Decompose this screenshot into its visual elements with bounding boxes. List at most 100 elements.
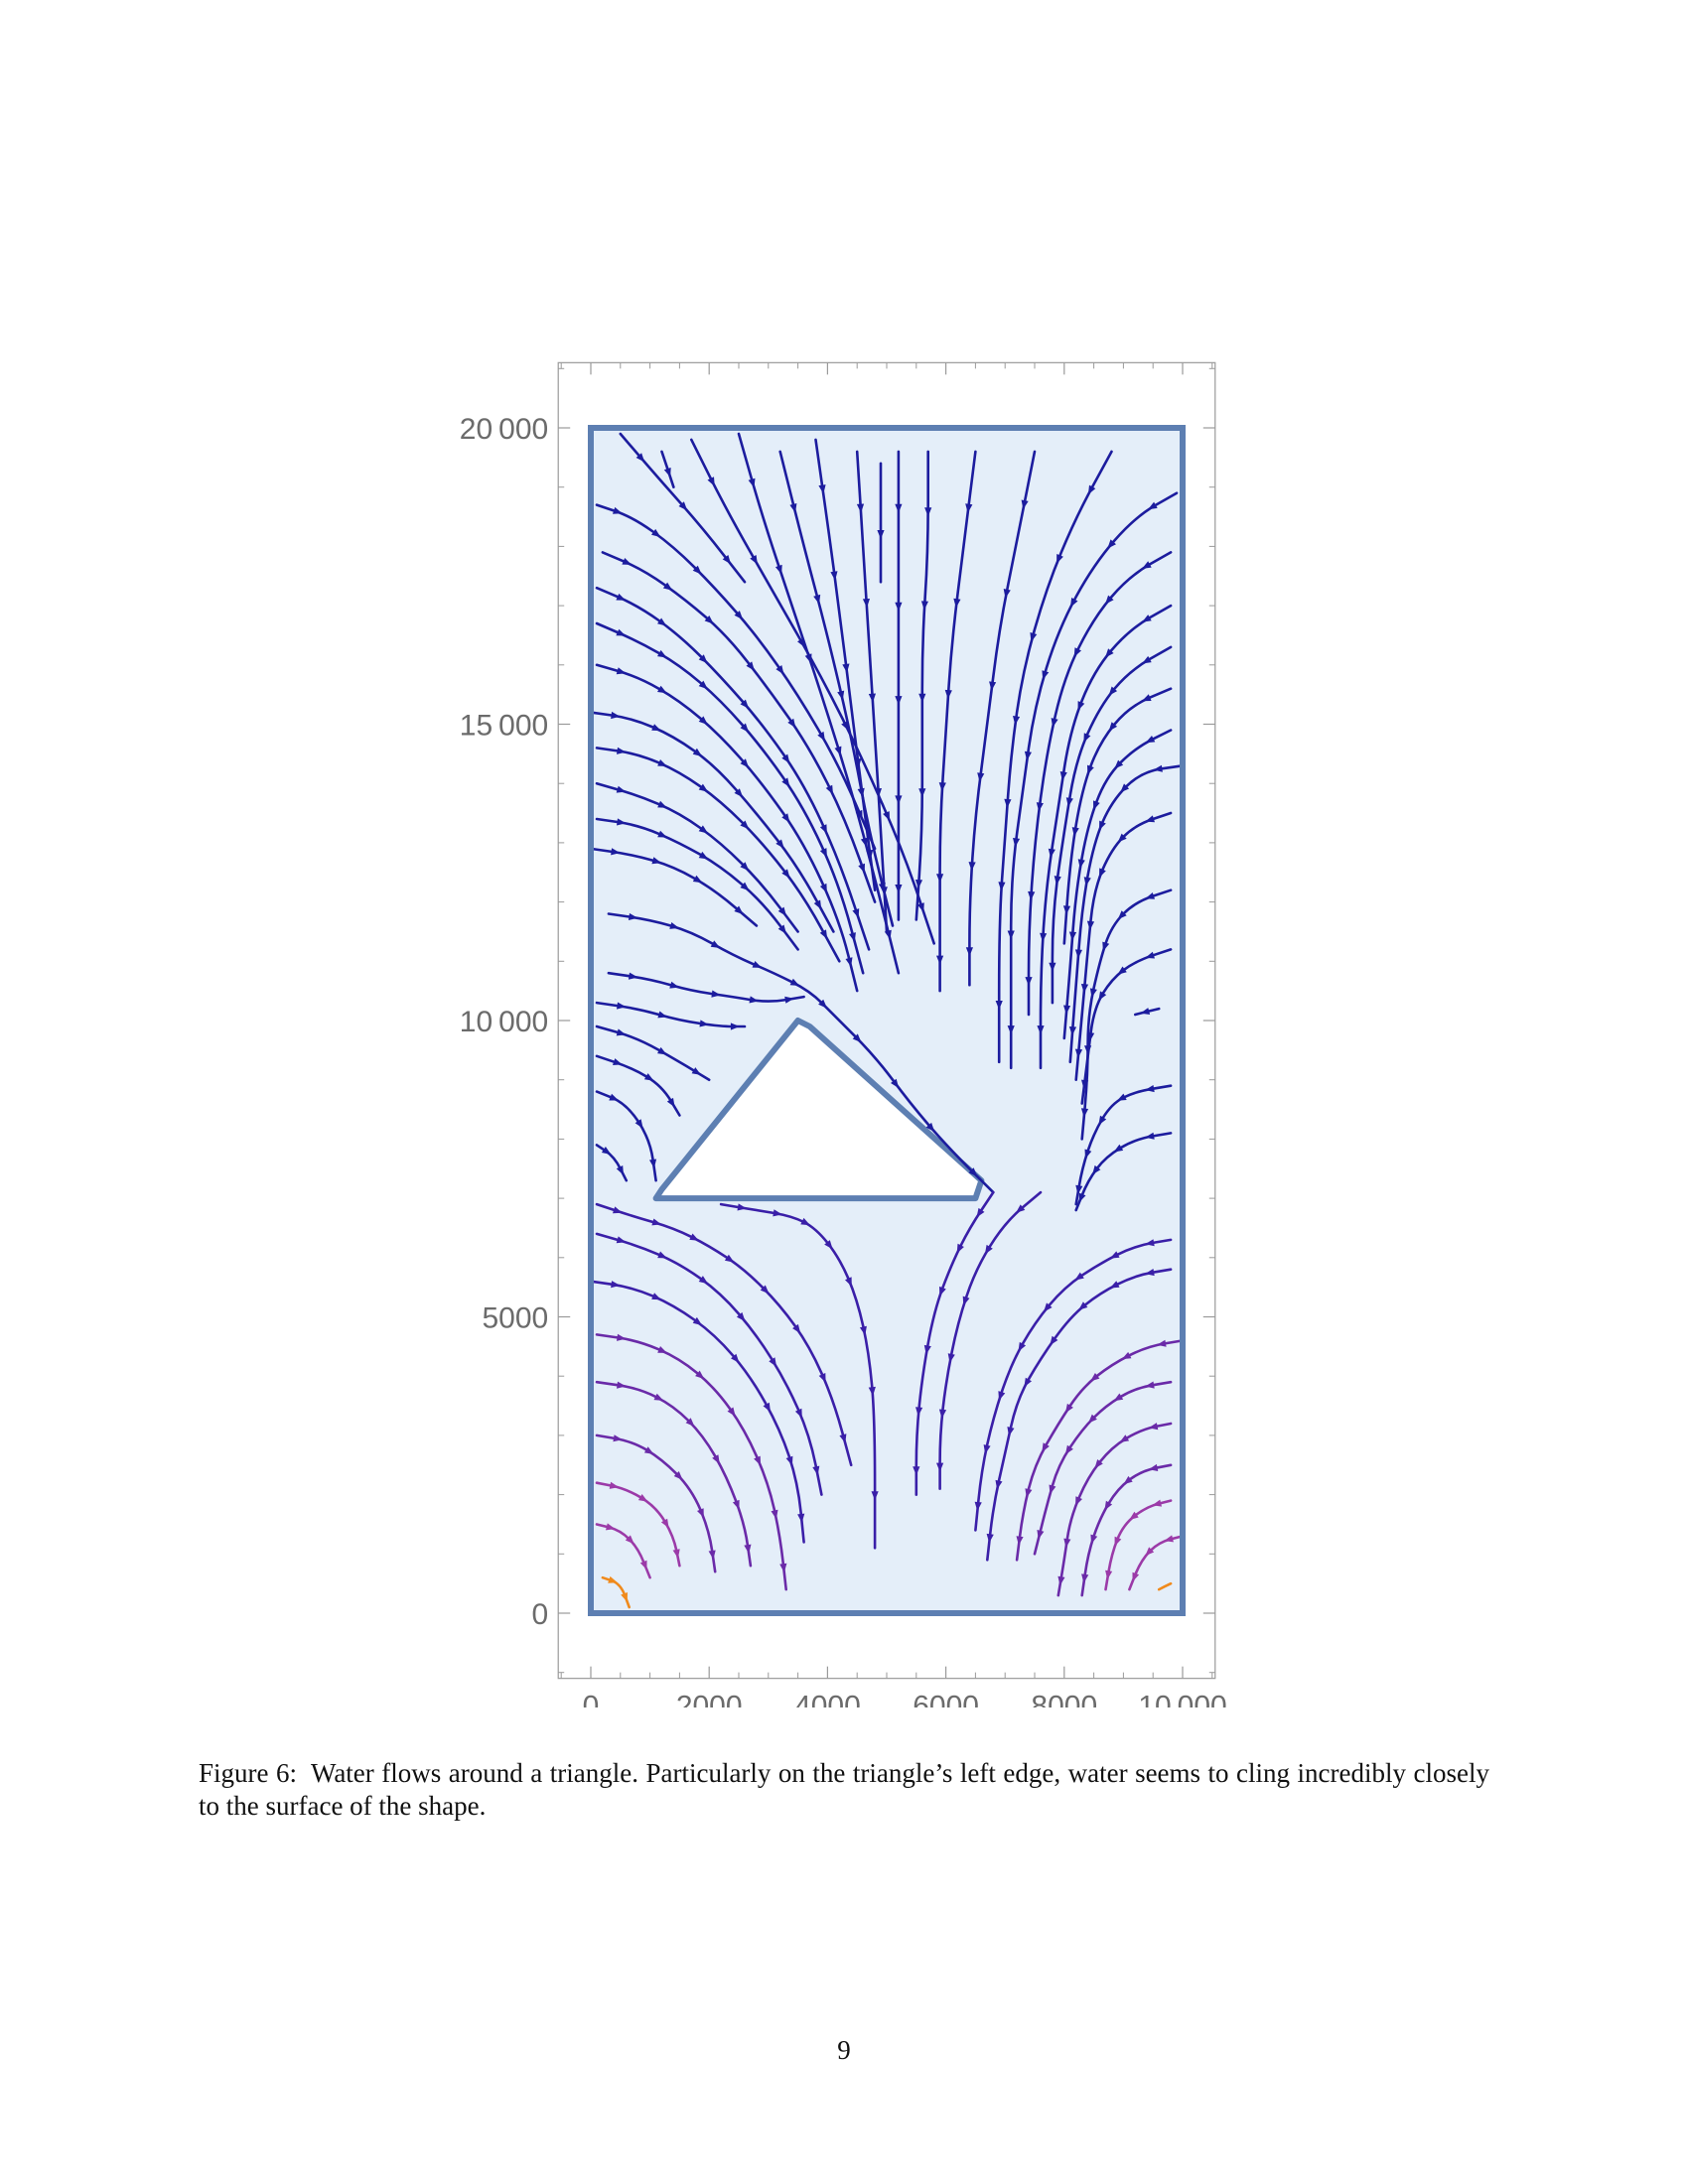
arrowhead <box>1123 1475 1133 1485</box>
arrowhead <box>1059 771 1067 781</box>
arrowhead <box>804 653 812 664</box>
arrowhead <box>1051 718 1058 728</box>
arrowhead <box>685 1418 695 1428</box>
arrowhead <box>855 809 863 820</box>
arrowhead <box>651 1218 662 1226</box>
arrowhead <box>781 753 790 763</box>
streamline-62 <box>1128 1535 1185 1591</box>
arrowhead <box>617 818 627 826</box>
domain-boundary <box>588 425 1186 1616</box>
arrowhead <box>813 899 822 910</box>
streamline-56 <box>986 1268 1173 1562</box>
arrowhead <box>1062 905 1071 915</box>
arrowhead <box>613 1206 623 1214</box>
arrowhead <box>787 718 796 729</box>
arrowhead <box>1080 1108 1089 1118</box>
arrowhead <box>1013 716 1021 726</box>
arrowhead <box>977 772 985 782</box>
streamline-28 <box>595 586 871 951</box>
arrowhead <box>740 882 750 891</box>
arrowhead <box>1074 1048 1083 1058</box>
arrowhead <box>1054 876 1061 886</box>
arrowhead <box>663 468 671 478</box>
arrowhead <box>781 777 790 787</box>
arrowhead <box>1129 1511 1139 1520</box>
arrowhead <box>774 564 782 575</box>
arrowhead <box>965 503 973 513</box>
arrowhead <box>1142 614 1152 622</box>
y-tick-label: 15 000 <box>460 710 548 743</box>
arrowhead <box>998 882 1006 891</box>
figure-caption: Figure 6: Water flows around a triangle. … <box>199 1757 1489 1823</box>
arrowhead <box>1153 764 1163 772</box>
arrowhead <box>704 615 714 624</box>
arrowhead <box>895 503 903 513</box>
arrowhead <box>777 906 786 916</box>
streamline-33 <box>595 781 799 933</box>
arrowhead <box>845 1277 852 1287</box>
arrowhead <box>689 1233 699 1241</box>
streamplot-figure: 0 2000 4000 6000 8000 10 000 0 5000 10 000 15 000… <box>460 361 1227 1707</box>
arrowhead <box>628 912 638 920</box>
arrowhead <box>968 1167 978 1177</box>
arrowhead <box>754 1455 762 1466</box>
arrowhead <box>938 782 946 792</box>
arrowhead <box>651 528 661 538</box>
arrowhead <box>657 1046 667 1055</box>
arrowhead <box>1141 694 1152 702</box>
arrowhead <box>1164 1535 1174 1543</box>
arrowhead <box>819 929 828 939</box>
streamline-55 <box>974 1238 1173 1532</box>
arrowhead <box>698 851 709 860</box>
arrowhead <box>777 924 786 934</box>
arrowhead <box>1013 838 1021 848</box>
arrowhead <box>734 611 744 620</box>
arrowhead <box>986 1533 994 1544</box>
arrowhead <box>995 1479 1003 1490</box>
arrowhead <box>895 696 903 706</box>
arrowhead <box>1083 733 1091 743</box>
arrowhead <box>1094 1459 1103 1469</box>
arrowhead <box>918 788 926 798</box>
arrowhead <box>625 1535 634 1545</box>
arrowhead <box>730 1023 740 1030</box>
arrowhead <box>819 824 827 834</box>
arrowhead <box>760 1285 770 1295</box>
arrowhead <box>622 558 633 565</box>
arrowhead <box>1145 1547 1155 1557</box>
arrowhead <box>616 1165 624 1175</box>
arrowhead <box>939 1286 946 1297</box>
arrowhead <box>740 699 750 709</box>
arrowhead <box>1152 1499 1162 1507</box>
figure-label: Figure 6: <box>199 1758 297 1788</box>
arrowhead <box>1145 1239 1155 1247</box>
arrowhead <box>651 1293 661 1300</box>
arrowhead <box>1048 848 1055 859</box>
arrowhead <box>1016 1204 1026 1213</box>
arrowhead <box>1132 1571 1140 1582</box>
arrowhead <box>891 1078 900 1089</box>
arrowhead <box>1113 1144 1124 1153</box>
arrowhead <box>1108 686 1118 696</box>
arrowhead <box>621 1592 628 1602</box>
arrowhead <box>923 1344 931 1355</box>
arrowhead <box>698 716 708 725</box>
arrowhead <box>611 1281 621 1289</box>
arrowhead <box>944 689 952 700</box>
arrowhead <box>1145 1132 1155 1140</box>
streamline-27 <box>601 551 877 903</box>
arrowhead <box>1016 1536 1024 1546</box>
arrowhead <box>794 1408 802 1419</box>
arrowhead <box>1107 539 1116 549</box>
arrowhead <box>813 594 821 605</box>
arrowhead <box>1090 1534 1098 1545</box>
arrowhead <box>1074 1272 1084 1281</box>
axis-ticks: 0 2000 4000 6000 8000 10 000 0 5000 10 000 15 000… <box>460 362 1227 1707</box>
arrowhead <box>744 1544 752 1554</box>
arrowhead <box>752 961 763 968</box>
arrowhead <box>1102 941 1110 952</box>
arrowhead <box>779 1563 787 1573</box>
arrowhead <box>1087 764 1094 775</box>
arrowhead <box>1145 951 1155 959</box>
arrowhead <box>1119 1434 1130 1442</box>
